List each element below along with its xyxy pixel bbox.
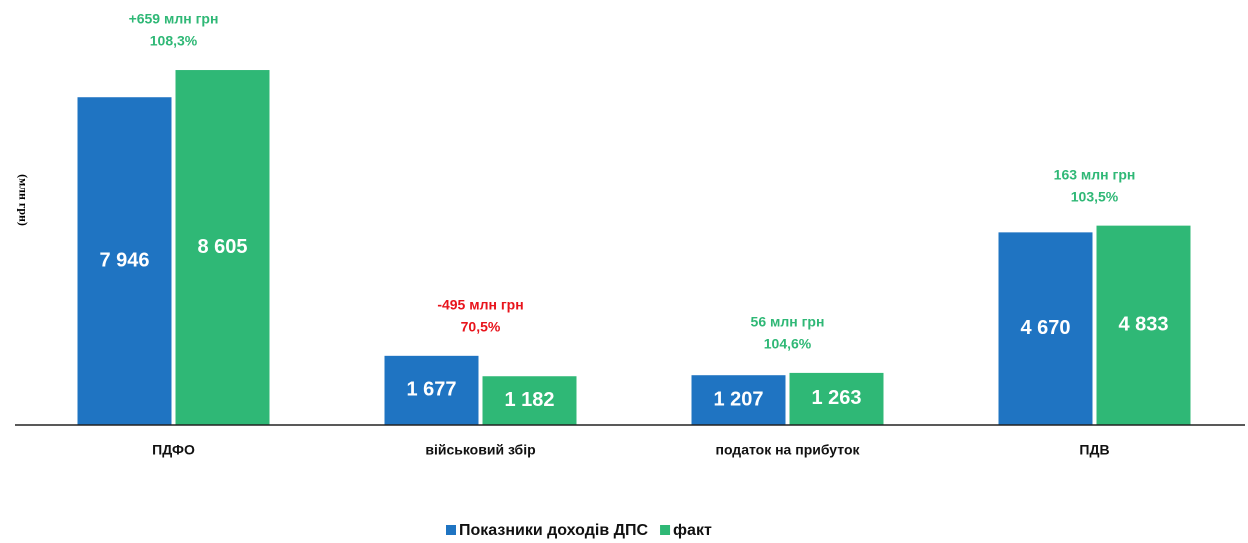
annotation: 70,5% (461, 319, 501, 335)
legend-label: факт (673, 522, 712, 539)
annotation: 103,5% (1071, 188, 1119, 204)
value-label: 4 833 (1118, 314, 1168, 336)
y-axis-label: (млн грн) (16, 174, 30, 226)
annotation: 56 млн грн (751, 314, 825, 330)
annotation: +659 млн грн (129, 11, 219, 27)
legend-label: Показники доходів ДПС (459, 522, 648, 539)
bar (482, 376, 577, 425)
annotation: 104,6% (764, 336, 812, 352)
value-label: 8 605 (197, 236, 247, 258)
x-tick-label: ПДФО (152, 442, 195, 458)
value-label: 7 946 (99, 249, 149, 271)
value-label: 1 677 (406, 379, 456, 401)
annotation: -495 млн грн (437, 297, 523, 313)
annotation: 163 млн грн (1054, 166, 1136, 182)
value-label: 4 670 (1020, 317, 1070, 339)
bar (1096, 225, 1191, 425)
bar (384, 355, 479, 425)
legend-swatch (446, 525, 456, 535)
bar (789, 372, 884, 425)
x-tick-label: податок на прибуток (715, 442, 860, 458)
bar (175, 70, 270, 425)
bar (77, 97, 172, 425)
value-label: 1 263 (811, 387, 861, 409)
legend-swatch (660, 525, 671, 535)
bar (998, 232, 1093, 425)
x-tick-label: ПДВ (1079, 442, 1109, 458)
annotation: 108,3% (150, 33, 198, 49)
value-label: 1 207 (713, 388, 763, 410)
bar (691, 375, 786, 425)
value-label: 1 182 (504, 389, 554, 411)
x-tick-label: військовий збір (425, 442, 535, 458)
